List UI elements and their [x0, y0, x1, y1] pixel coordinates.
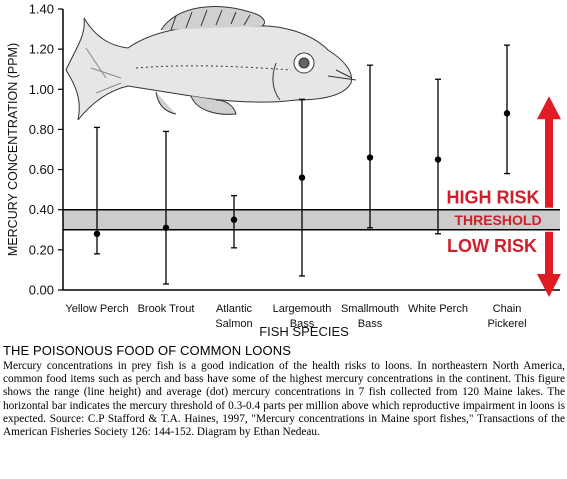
y-axis-label: MERCURY CONCENTRATION (PPM) — [6, 43, 20, 256]
threshold-band — [63, 209, 560, 230]
average-dot — [366, 154, 374, 161]
risk-arrows — [537, 96, 561, 297]
x-tick-label: Chain Pickerel — [487, 303, 526, 330]
y-axis: 0.00 0.20 0.40 0.60 0.80 1.00 1.20 1.40 — [29, 2, 560, 298]
x-tick-label: Atlantic Salmon — [215, 303, 252, 330]
arrow-up-head — [537, 96, 561, 120]
average-dot — [298, 174, 306, 181]
x-tick-label: Largemouth Bass — [273, 303, 332, 330]
y-tick-label: 0.00 — [29, 283, 54, 298]
arrow-down-shaft — [545, 231, 553, 276]
average-dot — [434, 156, 442, 163]
arrow-up-shaft — [545, 117, 553, 208]
caption-title: THE POISONOUS FOOD OF COMMON LOONS — [3, 343, 291, 358]
range-marks — [93, 44, 511, 285]
y-tick-label: 1.20 — [29, 42, 54, 57]
y-tick-label: 1.00 — [29, 82, 54, 97]
x-tick-label: Yellow Perch — [65, 303, 128, 315]
x-tick-label: White Perch — [408, 303, 468, 315]
y-tick-label: 0.20 — [29, 242, 54, 257]
threshold-label: THRESHOLD — [454, 212, 541, 228]
caption-body: Mercury concentrations in prey fish is a… — [3, 360, 565, 439]
y-tick-label: 0.60 — [29, 162, 54, 177]
average-dot — [230, 216, 238, 223]
average-dot — [93, 230, 101, 237]
y-tick-label: 1.40 — [29, 2, 54, 17]
x-tick-label: Brook Trout — [138, 303, 195, 315]
high-risk-label: HIGH RISK — [446, 188, 539, 208]
x-tick-labels: Yellow Perch Brook Trout Atlantic Salmon Lar… — [65, 303, 526, 330]
fish-illustration — [65, 6, 357, 121]
mercury-chart: 0.00 0.20 0.40 0.60 0.80 1.00 1.20 1.40 Yellow … — [6, 2, 561, 339]
caption: THE POISONOUS FOOD OF COMMON LOONS Mercu… — [3, 343, 565, 439]
y-tick-label: 0.40 — [29, 202, 54, 217]
y-tick-label: 0.80 — [29, 122, 54, 137]
low-risk-label: LOW RISK — [447, 236, 537, 256]
arrow-down-head — [537, 274, 561, 297]
average-dot — [162, 224, 170, 231]
average-dot — [503, 110, 511, 117]
x-tick-label: Smallmouth Bass — [341, 303, 399, 330]
x-axis-label: FISH SPECIES — [259, 324, 349, 339]
